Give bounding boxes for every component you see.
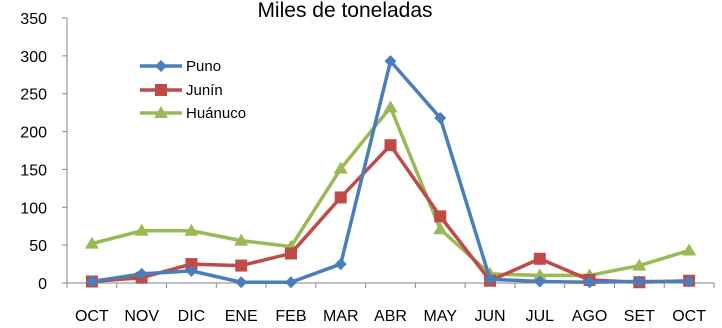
x-tick-label: NOV [124, 308, 159, 323]
y-tick-label: 250 [20, 87, 47, 104]
x-tick-label: AGO [572, 308, 608, 323]
legend-label: Junín [186, 82, 223, 99]
x-tick-label: MAR [323, 308, 359, 323]
x-tick-label: FEB [275, 308, 306, 323]
legend-marker [154, 106, 168, 118]
data-point [583, 276, 596, 289]
x-tick-label: ABR [374, 308, 407, 323]
data-point [683, 275, 696, 288]
data-point [235, 276, 248, 289]
x-tick-label: DIC [178, 308, 206, 323]
series-line [91, 105, 690, 278]
data-point [533, 275, 546, 288]
legend-item: Huánuco [140, 105, 246, 122]
x-tick-label: MAY [424, 308, 458, 323]
x-tick-label: OCT [75, 308, 109, 323]
series-puno [85, 55, 696, 289]
series-layer [84, 55, 697, 289]
data-point [384, 139, 397, 152]
legend: Puno Junín Huánuco [140, 58, 246, 122]
data-point [532, 268, 547, 281]
data-point [85, 275, 98, 288]
data-point [334, 258, 347, 271]
data-point [135, 267, 148, 280]
legend-item: Puno [140, 58, 221, 75]
legend-marker [155, 60, 167, 72]
y-tick-label: 300 [20, 49, 47, 66]
x-tick-label: JUL [526, 308, 555, 323]
x-tick-label: SET [624, 308, 655, 323]
y-tick-label: 200 [20, 125, 47, 142]
data-point [384, 55, 397, 68]
data-point [484, 273, 497, 286]
y-axis: 0 50 100 150 200 250 300 350 [20, 11, 68, 293]
data-point [333, 161, 348, 174]
data-point [235, 259, 248, 272]
y-tick-label: 50 [29, 238, 47, 255]
data-point [383, 100, 398, 113]
data-point [185, 264, 198, 277]
y-tick-label: 350 [20, 11, 47, 28]
x-tick-label: JUN [474, 308, 505, 323]
data-point [134, 223, 149, 236]
legend-marker [155, 84, 167, 96]
data-point [284, 247, 297, 260]
legend-item: Junín [140, 82, 223, 99]
data-point [434, 210, 447, 223]
data-point [533, 252, 546, 265]
data-point [632, 258, 647, 271]
series-junn [85, 139, 696, 289]
data-point [84, 236, 99, 249]
y-tick-label: 100 [20, 200, 47, 217]
x-tick-label: ENE [225, 308, 258, 323]
series-line [91, 59, 690, 284]
data-point [184, 223, 199, 236]
data-point [284, 276, 297, 289]
legend-label: Huánuco [186, 105, 246, 122]
data-point [234, 233, 249, 246]
data-point [433, 222, 448, 235]
legend-label: Puno [186, 58, 221, 75]
data-point [334, 191, 347, 204]
data-point [633, 275, 646, 288]
chart-title: Miles de toneladas [257, 0, 432, 22]
data-point [434, 111, 447, 124]
x-tick-label: OCT [672, 308, 706, 323]
series-line [91, 143, 690, 284]
y-tick-label: 0 [38, 276, 47, 293]
data-point [185, 258, 198, 271]
y-tick-label: 150 [20, 162, 47, 179]
series-hunuco [84, 100, 697, 281]
data-point [682, 243, 697, 256]
x-axis: OCT NOV DIC ENE FEB MAR ABR MAY JUN JUL AGO SET OCT [66, 282, 715, 325]
